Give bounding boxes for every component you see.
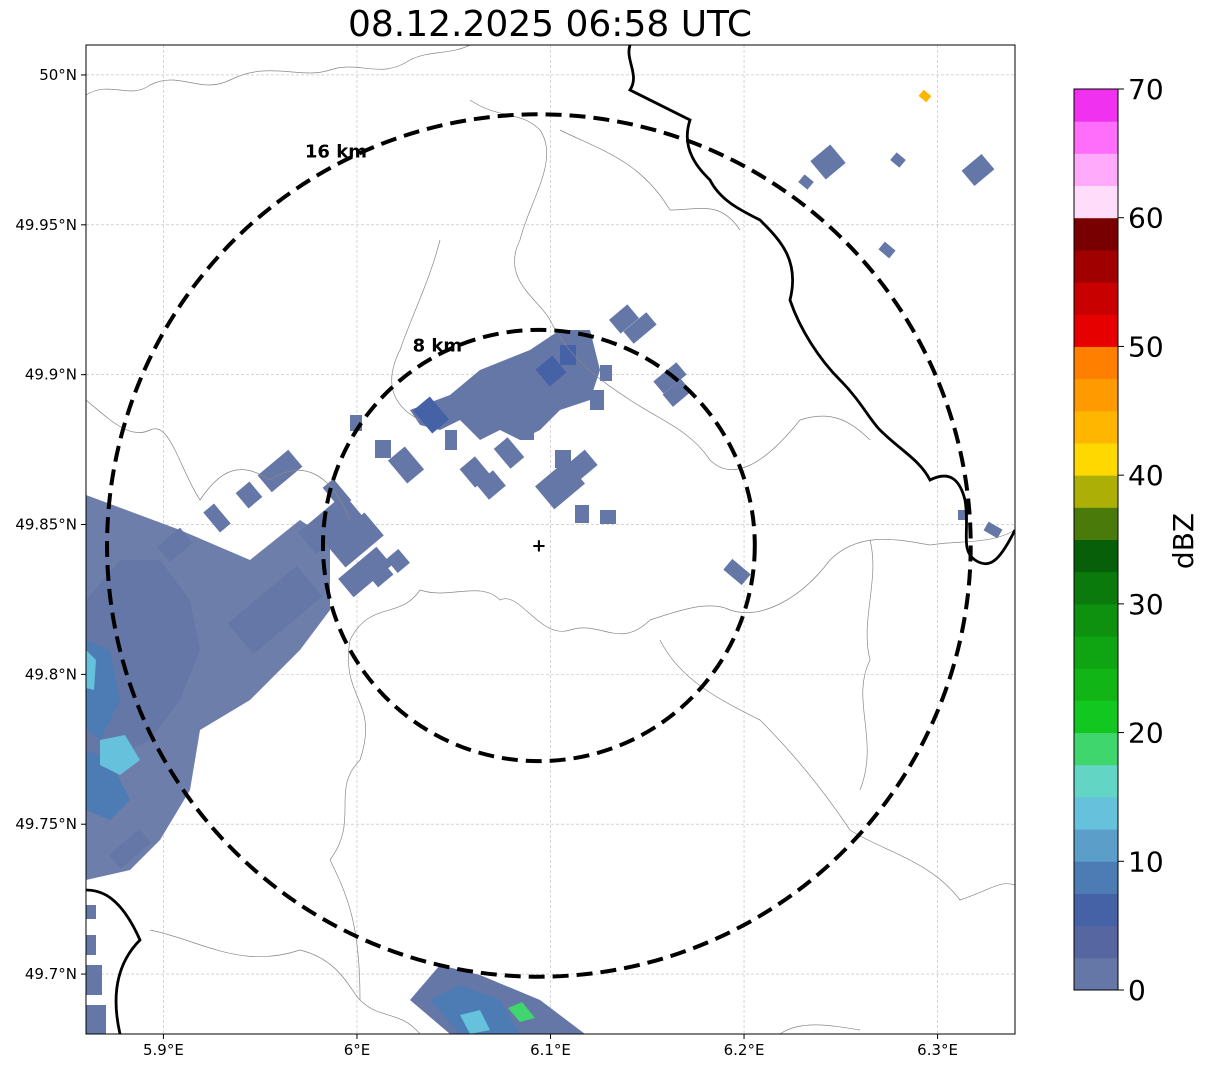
boundaries	[86, 45, 1015, 1034]
colorbar-segment	[1074, 185, 1118, 219]
colorbar-segment	[1074, 507, 1118, 540]
echo-isolated-high	[918, 89, 932, 103]
colorbar-segment	[1074, 475, 1118, 508]
colorbar-segment	[1074, 217, 1118, 251]
colorbar-segment	[1074, 636, 1118, 669]
colorbar-segment	[1074, 89, 1118, 122]
colorbar-label: dBZ	[1167, 513, 1200, 569]
map-background	[86, 45, 1015, 1034]
lat-tick-label: 49.85°N	[15, 516, 77, 534]
colorbar-segment	[1074, 764, 1118, 798]
colorbar-tick-label: 10	[1128, 845, 1164, 878]
colorbar-segment	[1074, 925, 1118, 959]
range-ring-16km	[105, 112, 973, 979]
colorbar-tick-label: 70	[1128, 73, 1164, 106]
radar-site-marker: +	[531, 535, 546, 556]
colorbar-segment	[1074, 346, 1118, 380]
map-title: 08.12.2025 06:58 UTC	[347, 4, 753, 45]
colorbar-segment	[1074, 410, 1118, 444]
colorbar-tick-label: 40	[1128, 459, 1164, 492]
colorbar-segment	[1074, 442, 1118, 476]
reflectivity-layer	[86, 89, 1003, 1034]
colorbar-segment	[1074, 249, 1118, 283]
colorbar-segment	[1074, 314, 1118, 347]
colorbar-tick-label: 30	[1128, 588, 1164, 621]
colorbar-segment	[1074, 603, 1118, 637]
echo-cluster-north	[350, 144, 1003, 586]
range-ring-label-16km: 16 km	[305, 141, 367, 162]
colorbar-segment	[1074, 861, 1118, 894]
colorbar-segment	[1074, 539, 1118, 573]
echo-band-sw-strong	[86, 650, 140, 775]
echo-band-south	[410, 965, 585, 1034]
lon-tick-label: 6.2°E	[724, 1041, 765, 1059]
lat-tick-label: 49.7°N	[25, 965, 77, 983]
echo-cluster-north-moderate	[412, 345, 576, 434]
colorbar-tick-label: 60	[1128, 202, 1164, 235]
lat-tick-label: 49.95°N	[15, 216, 77, 234]
lat-tick-label: 50°N	[39, 66, 77, 84]
range-ring-8km	[320, 327, 757, 764]
colorbar-frame	[1073, 88, 1119, 991]
colorbar-segment	[1074, 829, 1118, 862]
range-rings: 16 km 8 km +	[105, 112, 973, 979]
colorbar-segment	[1074, 700, 1118, 734]
lat-tick-label: 49.8°N	[25, 665, 77, 683]
colorbar-segment	[1074, 957, 1118, 991]
colorbar-segment	[1074, 796, 1118, 830]
axis-ticks: 5.9°E 6°E 6.1°E 6.2°E 6.3°E 49.7°N 49.75°N 49.8…	[15, 66, 958, 1059]
colorbar-segment	[1074, 121, 1118, 154]
lon-tick-label: 6.1°E	[530, 1041, 571, 1059]
lon-tick-label: 6.3°E	[917, 1041, 958, 1059]
colorbar-segment	[1074, 378, 1118, 412]
lon-tick-label: 6°E	[344, 1041, 371, 1059]
map-area: 16 km 8 km + 5.9°E 6°E 6.1°E 6.2°E 6.3°E 49.7…	[15, 44, 1016, 1059]
colorbar-tick-label: 50	[1128, 330, 1164, 363]
range-ring-label-8km: 8 km	[413, 335, 463, 356]
colorbar-segment	[1074, 668, 1118, 701]
colorbar-segment	[1074, 893, 1118, 927]
colorbar-segment	[1074, 153, 1118, 187]
colorbar-tick-label: 20	[1128, 717, 1164, 750]
lon-tick-label: 5.9°E	[143, 1041, 184, 1059]
lat-tick-label: 49.9°N	[25, 366, 77, 384]
colorbar-segment	[1074, 732, 1118, 766]
colorbar-segment	[1074, 571, 1118, 605]
colorbar-tick-label: 0	[1128, 974, 1146, 1007]
lat-tick-label: 49.75°N	[15, 815, 77, 833]
colorbar-segment	[1074, 282, 1118, 315]
colorbar: 0 10 20 30 40 50 60 70 dBZ	[1073, 73, 1200, 1007]
